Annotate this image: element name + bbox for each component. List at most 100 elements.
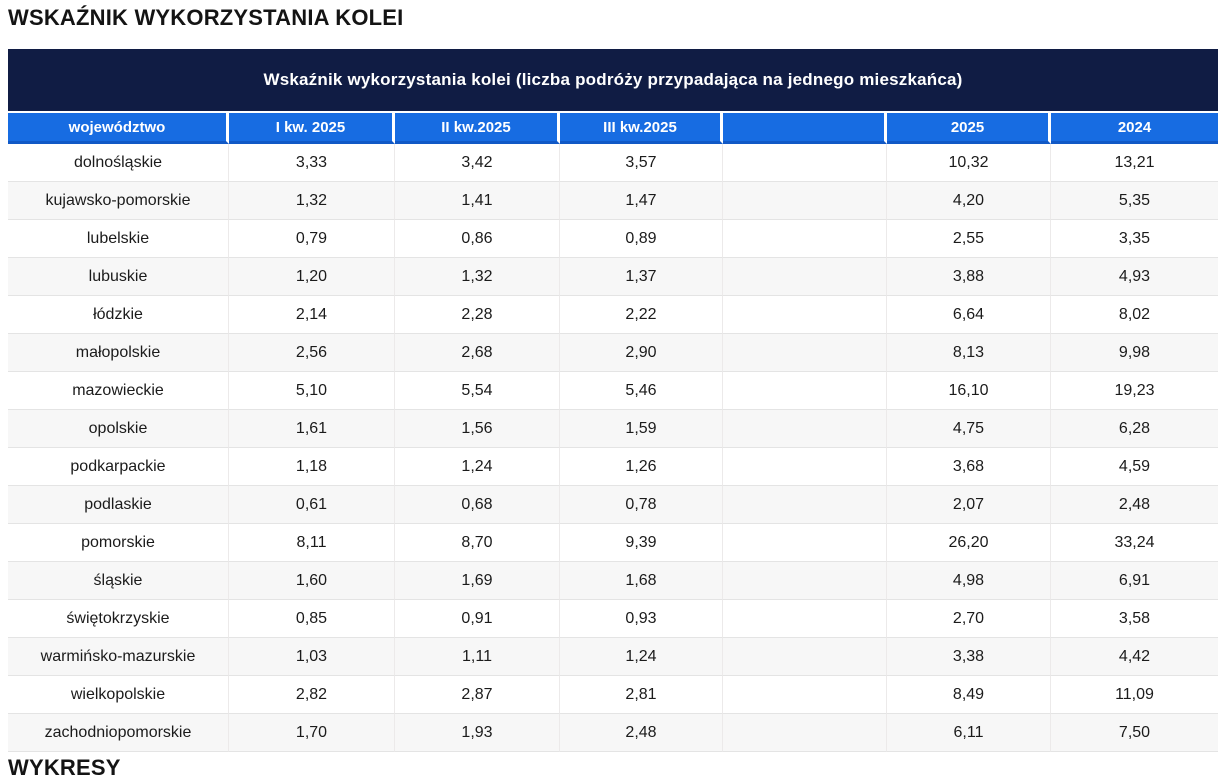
cell-value: 2,07 [887, 486, 1051, 524]
cell-value: 1,24 [395, 448, 560, 486]
cell-value: 1,32 [395, 258, 560, 296]
cell-value: 2,70 [887, 600, 1051, 638]
cell-value: 3,57 [560, 144, 723, 182]
cell-value: 1,11 [395, 638, 560, 676]
cell-value: 8,13 [887, 334, 1051, 372]
cell-value: 3,68 [887, 448, 1051, 486]
table-row: podkarpackie 1,18 1,24 1,26 3,68 4,59 [8, 448, 1218, 486]
cell-value: 4,20 [887, 182, 1051, 220]
table-row: dolnośląskie 3,33 3,42 3,57 10,32 13,21 [8, 144, 1218, 182]
table-row: podlaskie 0,61 0,68 0,78 2,07 2,48 [8, 486, 1218, 524]
row-label: zachodniopomorskie [8, 714, 229, 752]
next-section-title: WYKRESY [8, 755, 121, 780]
row-label: podkarpackie [8, 448, 229, 486]
cell-empty [723, 372, 887, 410]
row-label: warmińsko-mazurskie [8, 638, 229, 676]
table-row: małopolskie 2,56 2,68 2,90 8,13 9,98 [8, 334, 1218, 372]
table-row: pomorskie 8,11 8,70 9,39 26,20 33,24 [8, 524, 1218, 562]
row-label: świętokrzyskie [8, 600, 229, 638]
cell-value: 2,55 [887, 220, 1051, 258]
cell-value: 2,90 [560, 334, 723, 372]
cell-empty [723, 410, 887, 448]
table-header-row: województwo I kw. 2025 II kw.2025 III kw.20… [8, 113, 1218, 144]
cell-value: 2,82 [229, 676, 395, 714]
table-caption-bar: Wskaźnik wykorzystania kolei (liczba pod… [8, 49, 1218, 111]
table-row: zachodniopomorskie 1,70 1,93 2,48 6,11 7,50 [8, 714, 1218, 752]
cell-value: 5,10 [229, 372, 395, 410]
header-row: województwo I kw. 2025 II kw.2025 III kw.20… [8, 113, 1218, 144]
cell-value: 6,28 [1051, 410, 1218, 448]
col-header: 2025 [887, 113, 1051, 144]
cell-value: 7,50 [1051, 714, 1218, 752]
table-row: łódzkie 2,14 2,28 2,22 6,64 8,02 [8, 296, 1218, 334]
cell-value: 33,24 [1051, 524, 1218, 562]
cell-value: 8,02 [1051, 296, 1218, 334]
cell-value: 4,42 [1051, 638, 1218, 676]
cell-value: 5,46 [560, 372, 723, 410]
cell-value: 1,93 [395, 714, 560, 752]
row-label: kujawsko-pomorskie [8, 182, 229, 220]
cell-value: 1,61 [229, 410, 395, 448]
cell-value: 4,59 [1051, 448, 1218, 486]
cell-value: 9,39 [560, 524, 723, 562]
row-label: podlaskie [8, 486, 229, 524]
table-body: dolnośląskie 3,33 3,42 3,57 10,32 13,21 kujaws… [8, 144, 1218, 752]
cell-empty [723, 220, 887, 258]
table-row: wielkopolskie 2,82 2,87 2,81 8,49 11,09 [8, 676, 1218, 714]
cell-value: 1,69 [395, 562, 560, 600]
cell-value: 1,59 [560, 410, 723, 448]
table-row: śląskie 1,60 1,69 1,68 4,98 6,91 [8, 562, 1218, 600]
cell-value: 1,18 [229, 448, 395, 486]
cell-value: 1,60 [229, 562, 395, 600]
cell-value: 1,70 [229, 714, 395, 752]
cell-value: 9,98 [1051, 334, 1218, 372]
cell-value: 19,23 [1051, 372, 1218, 410]
cell-value: 1,47 [560, 182, 723, 220]
row-label: małopolskie [8, 334, 229, 372]
cell-empty [723, 182, 887, 220]
cell-value: 0,78 [560, 486, 723, 524]
cell-value: 4,75 [887, 410, 1051, 448]
table-caption-text: Wskaźnik wykorzystania kolei (liczba pod… [263, 70, 963, 89]
cell-value: 2,48 [560, 714, 723, 752]
col-header: II kw.2025 [395, 113, 560, 144]
cell-value: 1,37 [560, 258, 723, 296]
table-row: lubuskie 1,20 1,32 1,37 3,88 4,93 [8, 258, 1218, 296]
cell-value: 6,11 [887, 714, 1051, 752]
cell-empty [723, 448, 887, 486]
cell-empty [723, 638, 887, 676]
cell-empty [723, 714, 887, 752]
cell-value: 6,91 [1051, 562, 1218, 600]
row-label: dolnośląskie [8, 144, 229, 182]
cell-empty [723, 562, 887, 600]
cell-value: 26,20 [887, 524, 1051, 562]
cell-value: 1,03 [229, 638, 395, 676]
cell-empty [723, 600, 887, 638]
cell-value: 2,87 [395, 676, 560, 714]
col-header: III kw.2025 [560, 113, 723, 144]
row-label: lubelskie [8, 220, 229, 258]
cell-value: 1,41 [395, 182, 560, 220]
cell-value: 1,24 [560, 638, 723, 676]
cell-value: 0,93 [560, 600, 723, 638]
cell-value: 16,10 [887, 372, 1051, 410]
row-label: łódzkie [8, 296, 229, 334]
cell-value: 1,56 [395, 410, 560, 448]
cell-value: 1,32 [229, 182, 395, 220]
cell-value: 3,42 [395, 144, 560, 182]
cell-value: 4,93 [1051, 258, 1218, 296]
row-label: wielkopolskie [8, 676, 229, 714]
cell-value: 8,49 [887, 676, 1051, 714]
cell-value: 0,91 [395, 600, 560, 638]
cell-value: 0,61 [229, 486, 395, 524]
col-header: I kw. 2025 [229, 113, 395, 144]
cell-value: 13,21 [1051, 144, 1218, 182]
cell-value: 2,14 [229, 296, 395, 334]
table-row: kujawsko-pomorskie 1,32 1,41 1,47 4,20 5,35 [8, 182, 1218, 220]
cell-value: 8,70 [395, 524, 560, 562]
cell-empty [723, 258, 887, 296]
cell-value: 2,22 [560, 296, 723, 334]
table-row: warmińsko-mazurskie 1,03 1,11 1,24 3,38 4,42 [8, 638, 1218, 676]
cell-value: 1,20 [229, 258, 395, 296]
